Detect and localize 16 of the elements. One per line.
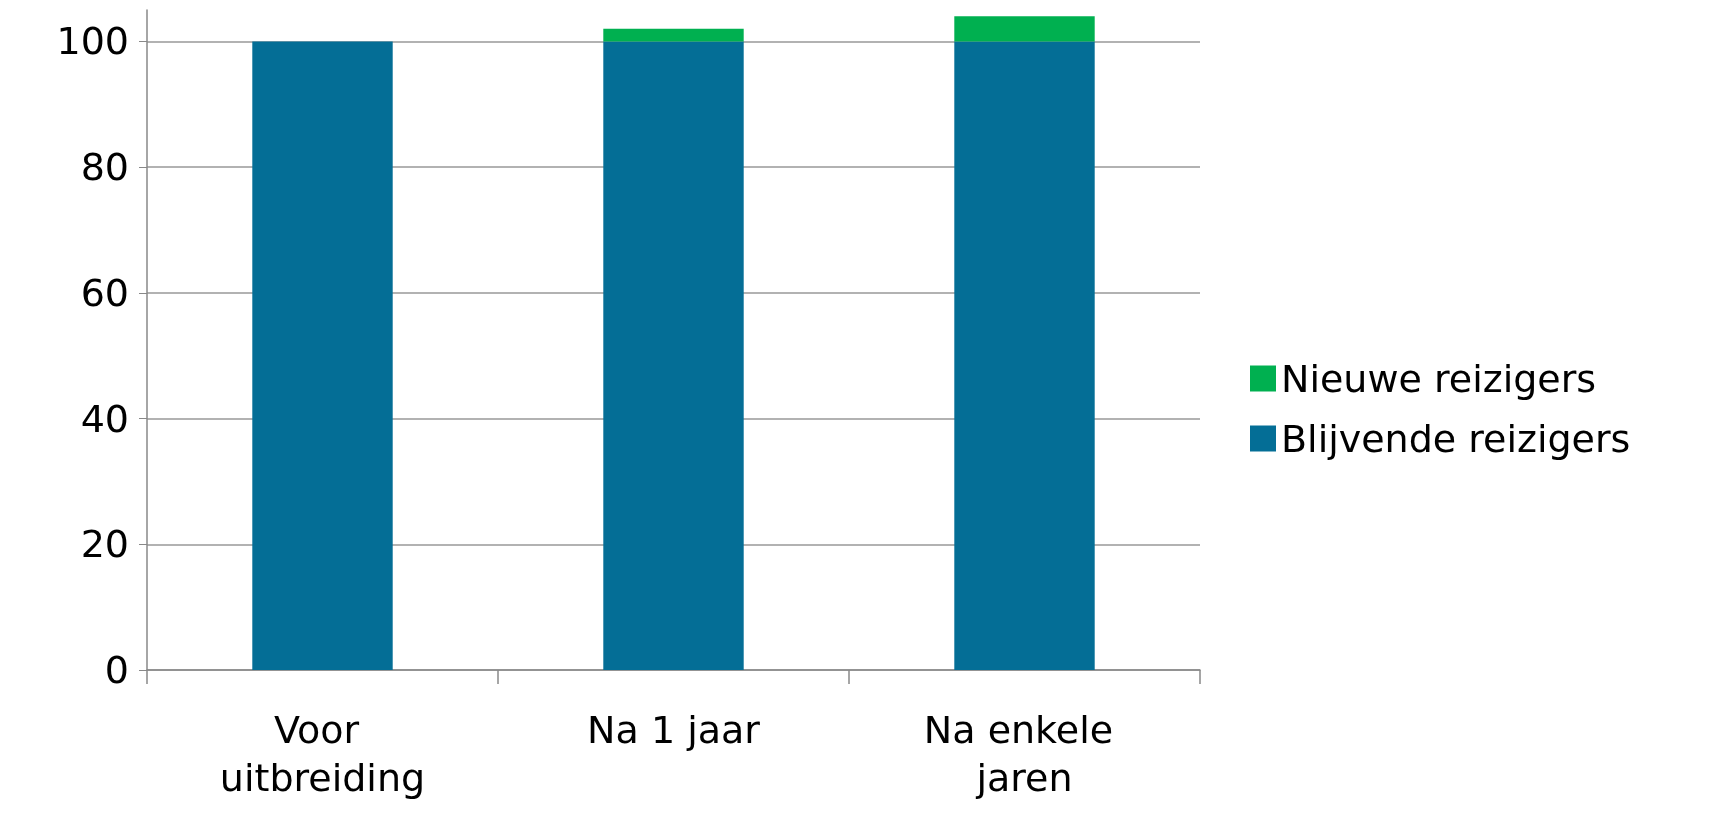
bar xyxy=(603,28,744,42)
y-tick-label: 100 xyxy=(56,19,129,64)
bar xyxy=(603,41,744,670)
bar xyxy=(954,41,1095,670)
x-tick-label: Na enkele jaren xyxy=(923,708,1126,800)
x-tick-label: Na 1 jaar xyxy=(587,708,761,752)
y-tick-label: 60 xyxy=(80,270,129,315)
bar xyxy=(954,16,1095,42)
y-tick-label: 40 xyxy=(80,396,129,441)
bar xyxy=(252,41,393,670)
y-tick-label: 20 xyxy=(80,522,129,567)
x-tick-label: Voor uitbreiding xyxy=(219,708,426,800)
legend-label: Blijvende reizigers xyxy=(1281,416,1631,461)
y-tick-label: 0 xyxy=(104,648,129,692)
y-tick-label: 80 xyxy=(80,145,129,190)
legend-label: Nieuwe reizigers xyxy=(1281,356,1597,401)
